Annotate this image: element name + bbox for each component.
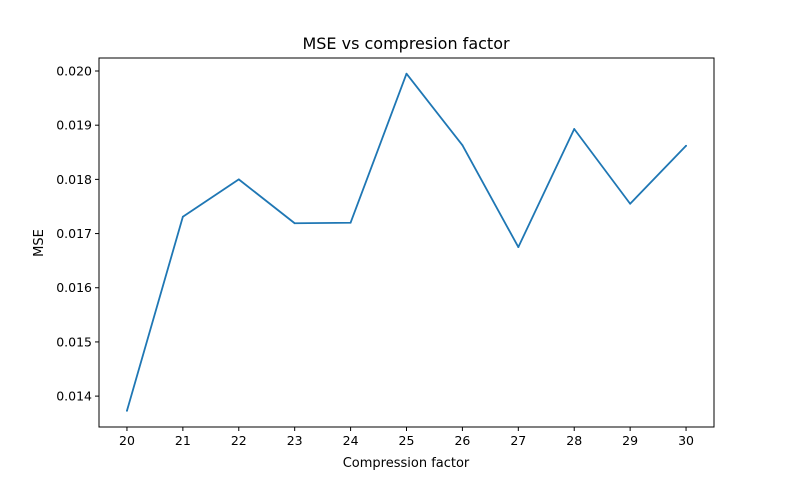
- y-tick-label: 0.019: [56, 118, 92, 133]
- y-tick-label: 0.016: [56, 280, 92, 295]
- data-point: [293, 222, 296, 225]
- data-point: [685, 144, 687, 147]
- x-tick-label: 22: [231, 433, 247, 448]
- y-tick-label: 0.015: [56, 334, 92, 349]
- y-axis: 0.014 0.015 0.016 0.017 0.018 0.019 0.020: [56, 64, 99, 404]
- data-point: [461, 144, 464, 147]
- data-point: [517, 246, 520, 249]
- data-point: [573, 128, 576, 130]
- y-tick-label: 0.014: [56, 389, 92, 404]
- x-tick-label: 27: [510, 433, 526, 448]
- data-point: [629, 202, 632, 205]
- x-axis-label: Compression factor: [343, 456, 470, 471]
- x-tick-label: 21: [175, 433, 191, 448]
- x-tick-label: 28: [566, 433, 582, 448]
- x-tick-label: 24: [343, 433, 359, 448]
- chart-title: MSE vs compresion factor: [302, 34, 510, 53]
- y-tick-label: 0.017: [56, 226, 92, 241]
- plot-area: [98, 57, 715, 428]
- data-point: [237, 178, 240, 181]
- y-axis-label: MSE: [32, 229, 47, 257]
- y-tick-label: 0.020: [56, 64, 92, 79]
- x-tick-label: 23: [287, 433, 303, 448]
- x-tick-label: 25: [399, 433, 415, 448]
- x-tick-label: 30: [678, 433, 694, 448]
- data-point: [349, 221, 352, 224]
- x-tick-label: 20: [119, 433, 135, 448]
- x-tick-label: 29: [622, 433, 638, 448]
- series-group: [126, 72, 687, 412]
- y-tick-label: 0.018: [56, 172, 92, 187]
- data-point: [405, 72, 408, 75]
- data-point: [181, 215, 184, 218]
- x-axis: 20 21 22 23 24 25 26 27 28 29 30: [119, 427, 694, 448]
- x-tick-label: 26: [454, 433, 470, 448]
- data-point: [126, 409, 128, 412]
